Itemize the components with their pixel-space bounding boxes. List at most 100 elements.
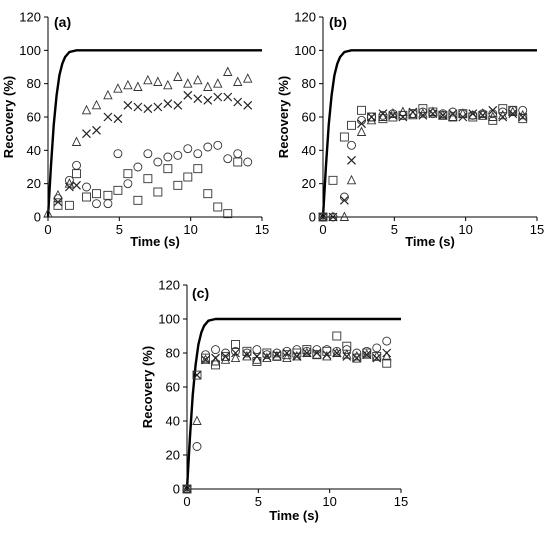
square-marker: [223, 209, 233, 219]
triangle-marker: [200, 354, 211, 364]
model-curve: [46, 49, 262, 218]
circle-marker: [82, 182, 91, 192]
triangle-marker: [203, 81, 213, 91]
triangle-marker: [332, 347, 342, 357]
square-marker: [192, 370, 202, 380]
x-marker: [192, 370, 202, 380]
triangle-marker: [123, 79, 133, 90]
square-marker: [322, 346, 332, 356]
circle-marker: [468, 110, 478, 120]
x-marker: [508, 109, 518, 119]
x-marker: [458, 112, 468, 122]
x-tick-label: 15: [394, 494, 408, 509]
triangle-marker: [302, 347, 312, 357]
circle-marker: [243, 157, 253, 167]
x-marker: [448, 109, 458, 119]
square-marker: [378, 114, 388, 124]
x-marker: [193, 94, 203, 104]
x-marker: [233, 97, 243, 107]
x-marker: [153, 102, 163, 112]
x-marker: [378, 109, 388, 119]
triangle-marker: [282, 352, 292, 363]
square-marker: [153, 187, 163, 197]
square-marker: [231, 340, 240, 349]
x-marker: [357, 119, 366, 129]
circle-marker: [53, 194, 63, 204]
circle-marker: [388, 109, 398, 119]
circle-marker: [203, 142, 213, 152]
circle-marker: [357, 115, 366, 125]
y-tick-label: 80: [27, 76, 41, 91]
square-marker: [213, 202, 223, 212]
square-marker: [143, 174, 153, 184]
square-marker: [362, 348, 372, 358]
square-marker: [328, 175, 338, 185]
x-marker: [282, 348, 292, 358]
square-marker: [92, 189, 101, 199]
x-marker: [183, 90, 193, 100]
triangle-marker: [113, 83, 123, 93]
triangle-marker: [192, 415, 202, 425]
triangle-marker: [346, 174, 357, 185]
x-axis-label: Time (s): [405, 234, 455, 249]
circle-marker: [72, 160, 81, 170]
x-tick-label: 0: [183, 494, 190, 509]
y-tick-label: 60: [302, 110, 316, 125]
triangle-marker: [182, 483, 192, 493]
square-marker: [352, 353, 362, 363]
triangle-marker: [230, 352, 241, 363]
square-marker: [357, 105, 366, 115]
triangle-marker: [233, 76, 243, 86]
circle-marker: [339, 192, 349, 202]
triangle-marker: [339, 211, 350, 221]
x-marker: [322, 350, 332, 360]
square-marker: [339, 132, 349, 142]
circle-marker: [233, 149, 243, 159]
square-marker: [332, 331, 342, 341]
x-marker: [347, 155, 356, 165]
x-marker: [488, 105, 498, 115]
circle-marker: [223, 154, 233, 164]
circle-marker: [262, 350, 272, 360]
square-marker: [282, 350, 292, 360]
x-marker: [113, 114, 123, 124]
triangle-marker: [322, 350, 332, 361]
panel-label: (b): [329, 14, 347, 30]
x-tick-label: 10: [183, 222, 197, 237]
model-curve: [321, 49, 537, 218]
x-tick-label: 5: [255, 494, 262, 509]
x-marker: [72, 180, 81, 190]
x-marker: [53, 197, 63, 207]
x-tick-label: 15: [530, 222, 544, 237]
triangle-marker: [43, 208, 53, 218]
y-tick-label: 120: [158, 278, 180, 293]
x-marker: [498, 112, 508, 122]
triangle-marker: [438, 109, 448, 120]
circle-marker: [332, 346, 342, 356]
x-marker: [398, 112, 408, 122]
square-marker: [211, 360, 220, 370]
triangle-marker: [328, 211, 338, 221]
y-tick-label: 20: [302, 176, 316, 191]
x-marker: [468, 109, 478, 119]
y-tick-label: 0: [34, 210, 41, 225]
square-marker: [193, 164, 203, 174]
square-marker: [292, 348, 302, 358]
square-marker: [262, 348, 272, 358]
circle-marker: [163, 152, 173, 162]
x-marker: [103, 112, 113, 122]
square-marker: [418, 104, 428, 114]
x-marker: [173, 100, 183, 110]
y-axis-label: Recovery (%): [1, 76, 16, 158]
x-marker: [223, 92, 233, 102]
circle-marker: [372, 343, 382, 353]
x-marker: [352, 353, 362, 363]
x-marker: [342, 351, 352, 361]
square-marker: [498, 104, 508, 114]
x-marker: [64, 182, 74, 192]
square-marker: [201, 353, 210, 363]
square-marker: [448, 112, 458, 122]
square-marker: [347, 120, 356, 130]
circle-marker: [352, 348, 362, 358]
circle-marker: [143, 149, 153, 159]
